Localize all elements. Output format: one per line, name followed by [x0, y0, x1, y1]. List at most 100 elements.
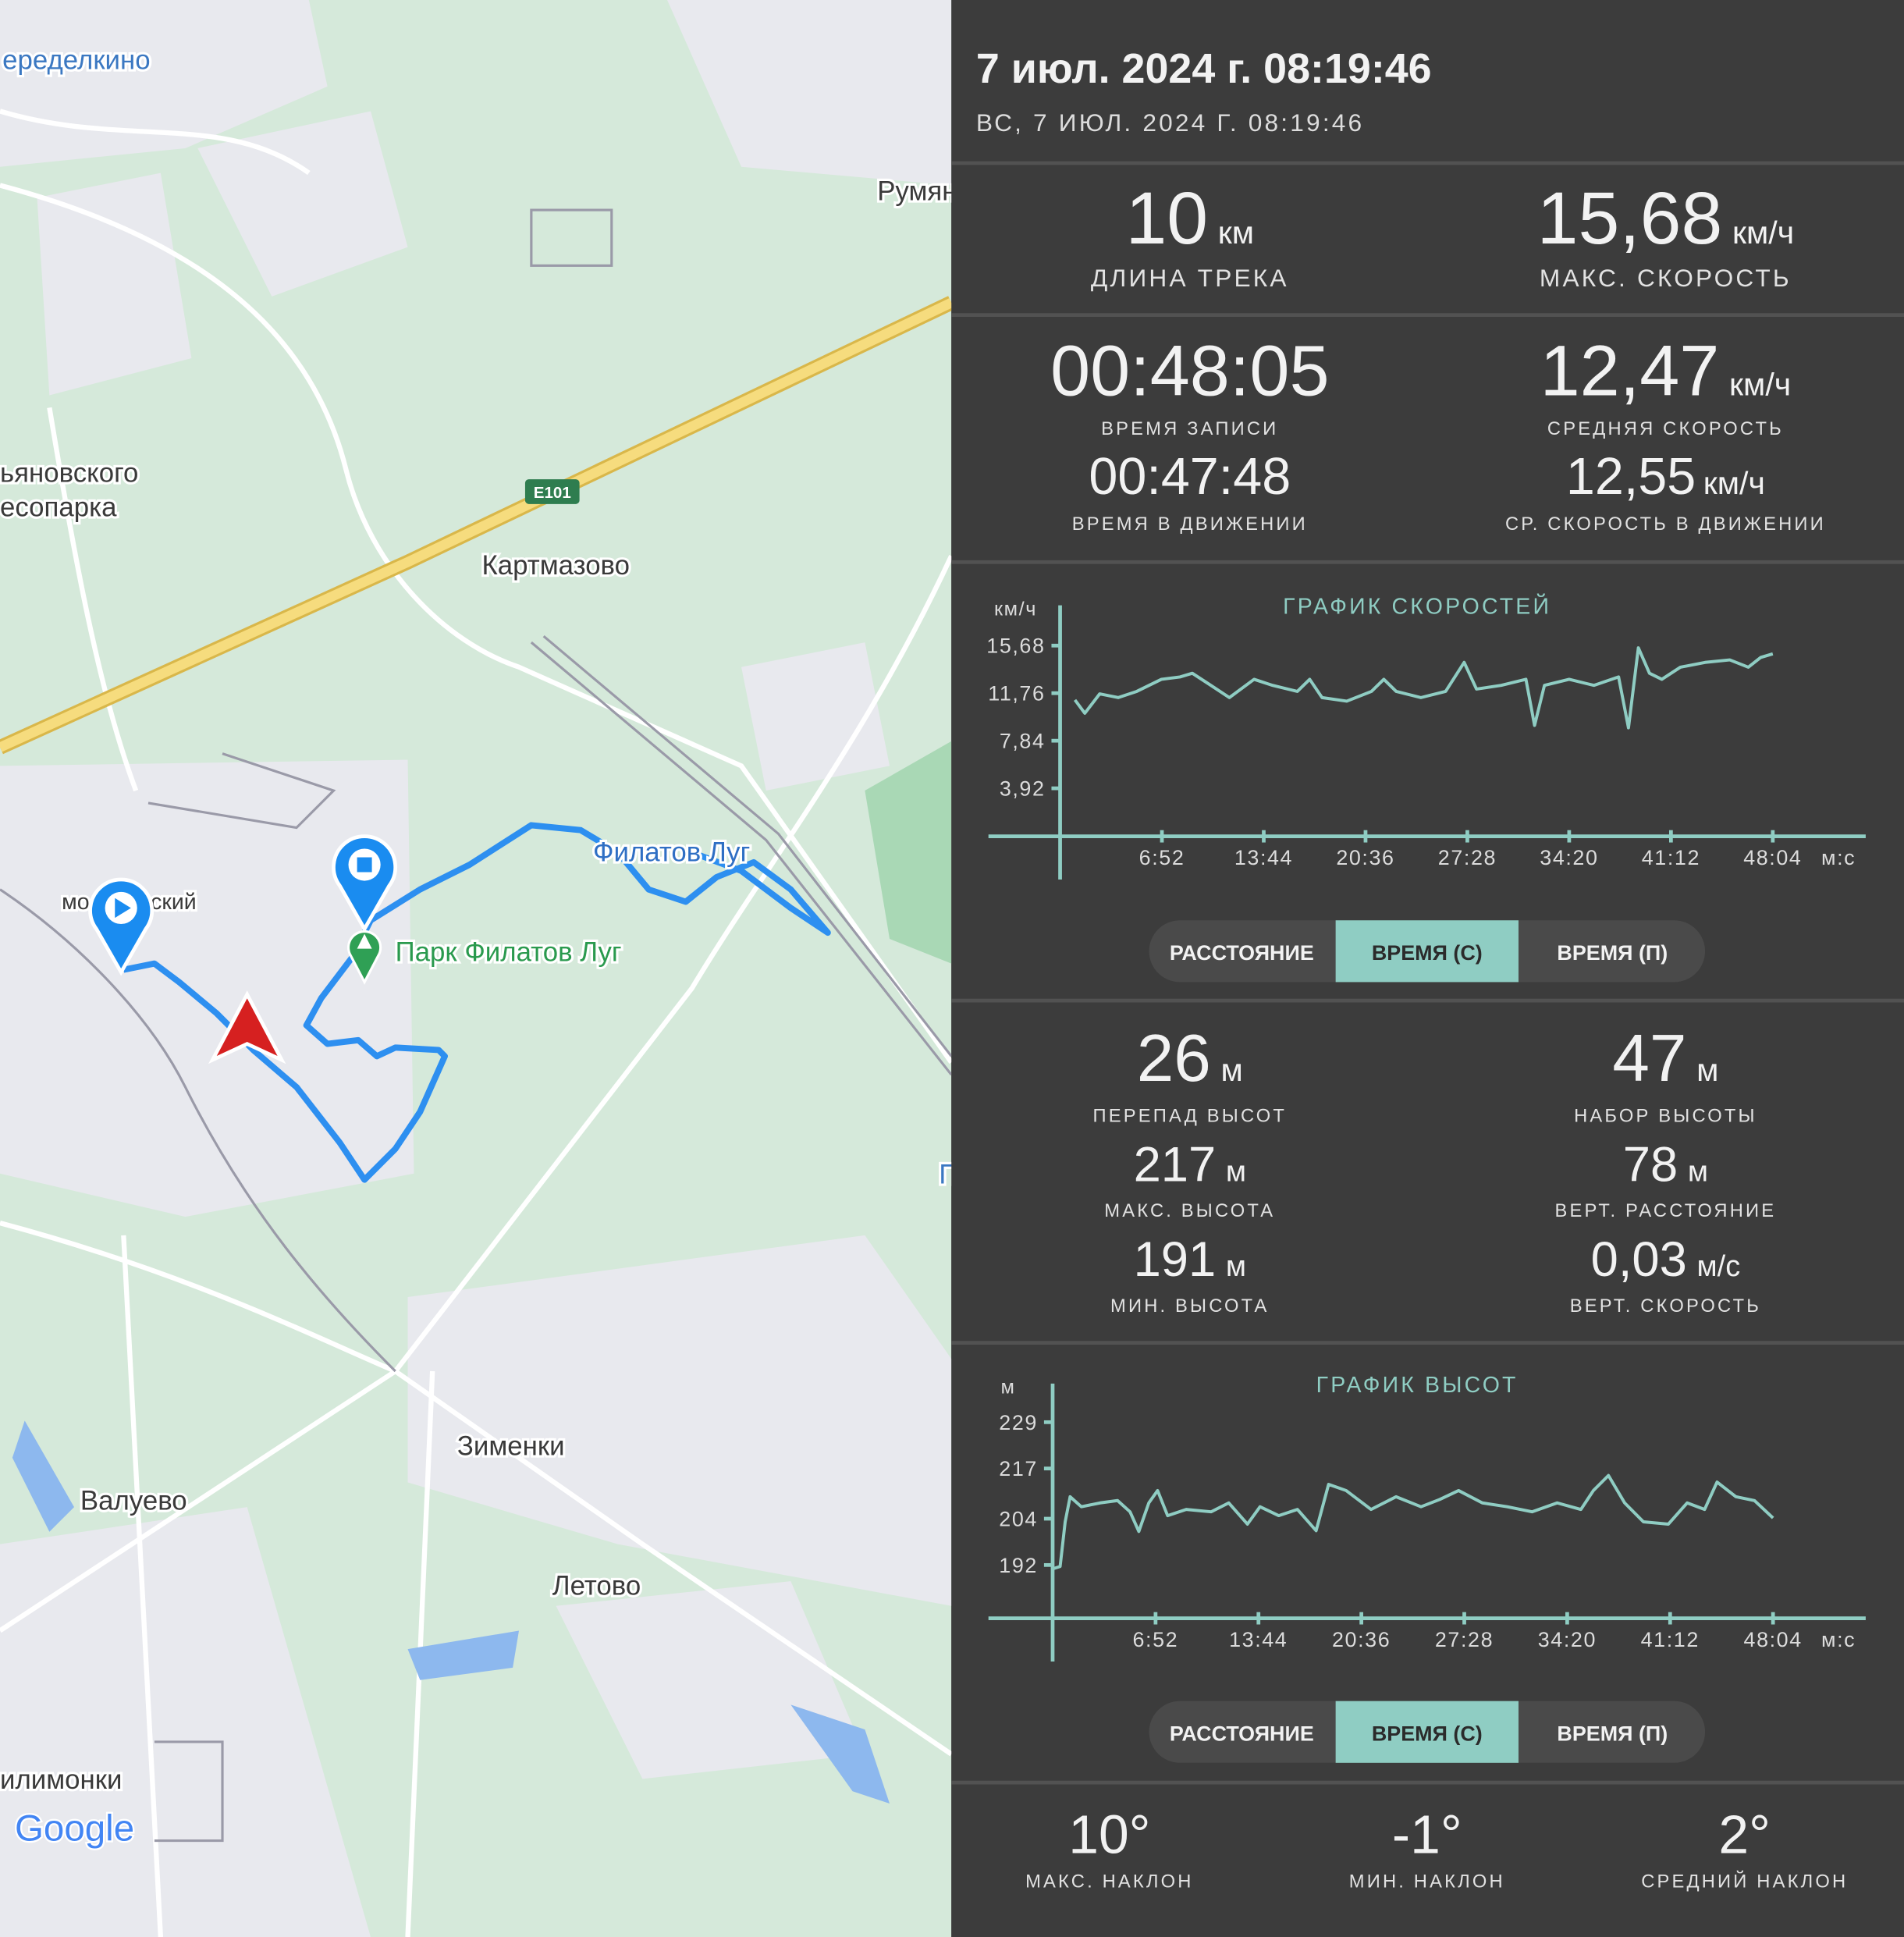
x-tick-label: 27:28: [1438, 846, 1497, 869]
y-tick-label: 11,76: [988, 682, 1045, 705]
x-tick-label: 48:04: [1743, 846, 1802, 869]
track-stats: 10 км ДЛИНА ТРЕКА 15,68 км/ч МАКС. СКОРОСТ…: [951, 177, 1904, 535]
roads: [0, 108, 954, 1937]
stat-value: 00:47:48: [1089, 448, 1291, 506]
x-tick-label: 6:52: [1133, 1628, 1179, 1651]
tab-bar[interactable]: РАССТОЯНИЕ ВРЕМЯ (С) ВРЕМЯ (П): [1149, 1701, 1706, 1763]
title: 7 июл. 2024 г. 08:19:46: [976, 45, 1432, 92]
tab[interactable]: РАССТОЯНИЕ: [1170, 1722, 1314, 1745]
x-unit: м:с: [1821, 1628, 1856, 1651]
unit: м: [1696, 1052, 1718, 1088]
stat-label: ВЕРТ. РАССТОЯНИЕ: [1555, 1201, 1777, 1221]
water: [12, 1420, 890, 1804]
stat-value: 217 м: [1134, 1137, 1246, 1192]
stat-label: СР. СКОРОСТЬ В ДВИЖЕНИИ: [1505, 514, 1826, 535]
stat-value: 10 км: [1125, 177, 1254, 260]
unit: км/ч: [1732, 215, 1794, 251]
tab-bar[interactable]: РАССТОЯНИЕ ВРЕМЯ (С) ВРЕМЯ (П): [1149, 920, 1706, 983]
unit: км: [1218, 215, 1254, 251]
x-tick-label: 41:12: [1641, 1628, 1700, 1651]
x-tick-label: 20:36: [1332, 1628, 1391, 1651]
place-label: еределкино: [2, 45, 150, 76]
value: 47: [1612, 1022, 1686, 1096]
x-tick-label: 34:20: [1538, 1628, 1597, 1651]
subtitle: ВС, 7 ИЮЛ. 2024 Г. 08:19:46: [976, 108, 1364, 137]
map-areas: [0, 0, 952, 1937]
tab[interactable]: ВРЕМЯ (С): [1372, 1722, 1483, 1745]
place-label: Летово: [552, 1571, 641, 1601]
map[interactable]: E101 еределкино Румян ьяновского есопарк…: [0, 0, 961, 1937]
unit: м: [1226, 1250, 1246, 1283]
stat-label: МИН. НАКЛОН: [1349, 1872, 1505, 1893]
place-label: есопарка: [0, 492, 117, 523]
rails: [0, 208, 953, 1843]
stat-label: СРЕДНЯЯ СКОРОСТЬ: [1547, 419, 1784, 439]
tab[interactable]: РАССТОЯНИЕ: [1170, 941, 1314, 965]
route: [123, 822, 831, 1183]
stat-label: СРЕДНИЙ НАКЛОН: [1641, 1871, 1848, 1893]
place-label: ский: [151, 890, 197, 915]
stat-value: 12,55 км/ч: [1566, 448, 1765, 506]
y-tick-label: 7,84: [1000, 730, 1046, 753]
x-tick-label: 13:44: [1229, 1628, 1288, 1651]
unit: м: [1221, 1052, 1243, 1088]
chart-title: ГРАФИК ВЫСОТ: [1316, 1373, 1519, 1398]
stat-value: 12,47 км/ч: [1540, 332, 1792, 411]
stat-label: ВРЕМЯ ЗАПИСИ: [1101, 419, 1278, 439]
park: [865, 741, 952, 964]
slope-stats: 10° МАКС. НАКЛОН -1° МИН. НАКЛОН 2° СРЕД…: [1025, 1804, 1848, 1893]
place-label: Филатов Луг: [593, 837, 750, 867]
x-tick-label: 27:28: [1435, 1628, 1494, 1651]
stat-value: 78 м: [1623, 1137, 1708, 1192]
place-label: илимонки: [0, 1765, 122, 1795]
stat-value: 15,68 км/ч: [1537, 177, 1795, 260]
tab[interactable]: ВРЕМЯ (П): [1557, 1722, 1668, 1745]
stat-label: МАКС. СКОРОСТЬ: [1540, 264, 1792, 292]
stat-value: 47 м: [1612, 1022, 1718, 1096]
line-chart: ГРАФИК СКОРОСТЕЙ км/ч м:с 3,92 7,84 11,76 15,6…: [986, 595, 1866, 983]
x-tick-label: 6:52: [1139, 846, 1185, 869]
data-line: [1073, 646, 1774, 730]
stat-value: 10°: [1068, 1804, 1150, 1864]
stat-value: 0,03 м/с: [1591, 1232, 1741, 1287]
x-tick-label: 41:12: [1642, 846, 1700, 869]
value: 12,55: [1566, 448, 1696, 506]
value: 0,03: [1591, 1232, 1687, 1287]
value: 217: [1134, 1137, 1217, 1192]
place-label: мо: [62, 890, 89, 915]
tab[interactable]: ВРЕМЯ (П): [1557, 941, 1668, 965]
unit: м/с: [1697, 1250, 1741, 1283]
stat-value: 00:48:05: [1050, 332, 1329, 411]
stat-label: МАКС. НАКЛОН: [1025, 1872, 1194, 1893]
finish-pin[interactable]: [332, 834, 398, 933]
place-label: ьяновского: [0, 457, 138, 488]
stat-value: 2°: [1718, 1804, 1771, 1864]
value: 78: [1623, 1137, 1678, 1192]
stat-label: НАБОР ВЫСОТЫ: [1574, 1106, 1757, 1126]
place-label: Румян: [877, 176, 957, 206]
stat-label: МАКС. ВЫСОТА: [1104, 1201, 1275, 1221]
park-marker[interactable]: [346, 929, 382, 985]
unit: км/ч: [1729, 367, 1791, 403]
place-label: Зименки: [457, 1431, 565, 1462]
stat-value: 26 м: [1137, 1022, 1243, 1096]
stat-label: МИН. ВЫСОТА: [1110, 1296, 1269, 1317]
x-tick-label: 13:44: [1234, 846, 1293, 869]
stat-label: ДЛИНА ТРЕКА: [1091, 264, 1289, 292]
value: 10: [1125, 177, 1208, 260]
x-tick-label: 34:20: [1540, 846, 1598, 869]
stat-label: ВЕРТ. СКОРОСТЬ: [1570, 1296, 1761, 1317]
value: 15,68: [1537, 177, 1723, 260]
stat-label: ПЕРЕПАД ВЫСОТ: [1093, 1106, 1288, 1126]
elevation-stats: 26 м ПЕРЕПАД ВЫСОТ 47 м НАБОР ВЫСОТЫ 217 м …: [1093, 1022, 1777, 1317]
tab-active-bg: [1335, 1701, 1519, 1763]
position-marker: [208, 990, 286, 1064]
tab-active-bg: [1335, 920, 1519, 983]
tab[interactable]: ВРЕМЯ (С): [1372, 941, 1483, 965]
start-pin[interactable]: [88, 877, 155, 976]
highway-shield: [524, 479, 580, 504]
stat-value: -1°: [1392, 1804, 1462, 1864]
x-unit: м:с: [1821, 846, 1856, 869]
y-unit: м: [1000, 1377, 1015, 1399]
